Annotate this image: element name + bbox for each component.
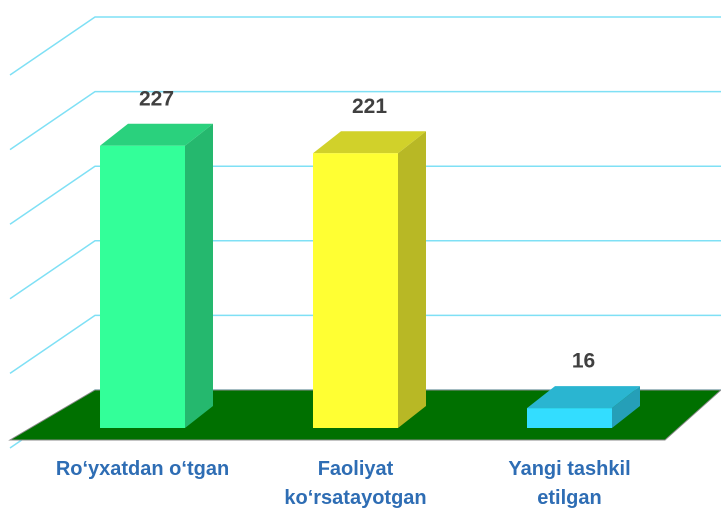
x-tick-label: Faoliyat ko‘rsatayotgan bbox=[284, 458, 427, 509]
grid-line bbox=[9, 165, 721, 225]
bar-side bbox=[398, 131, 426, 428]
x-tick-label: Yangi tashkil etilgan bbox=[508, 458, 631, 509]
grid-line bbox=[9, 314, 721, 375]
x-tick-label: Ro‘yxatdan o‘tgan bbox=[55, 458, 230, 480]
bar bbox=[527, 408, 612, 428]
grid-line bbox=[9, 16, 721, 76]
grid-line bbox=[9, 90, 721, 151]
bar bbox=[313, 153, 398, 428]
bar-top bbox=[313, 131, 426, 154]
bar-side bbox=[185, 123, 213, 428]
value-label: 16 bbox=[572, 350, 595, 373]
bar bbox=[100, 145, 185, 428]
bar-top bbox=[100, 123, 213, 146]
grid-line bbox=[9, 240, 721, 300]
value-label: 227 bbox=[139, 87, 174, 110]
value-label: 221 bbox=[352, 95, 387, 118]
bar-side bbox=[612, 386, 640, 428]
bar-top bbox=[527, 386, 640, 409]
